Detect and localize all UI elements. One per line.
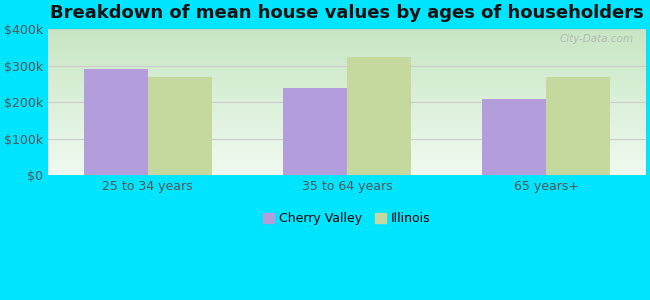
- Bar: [148, 77, 211, 175]
- Bar: [84, 69, 148, 175]
- Bar: [482, 98, 546, 175]
- Bar: [347, 57, 411, 175]
- Bar: [546, 77, 610, 175]
- Legend: Cherry Valley, Illinois: Cherry Valley, Illinois: [258, 207, 436, 230]
- Text: City-Data.com: City-Data.com: [560, 34, 634, 44]
- Title: Breakdown of mean house values by ages of householders: Breakdown of mean house values by ages o…: [50, 4, 644, 22]
- Bar: [283, 88, 347, 175]
